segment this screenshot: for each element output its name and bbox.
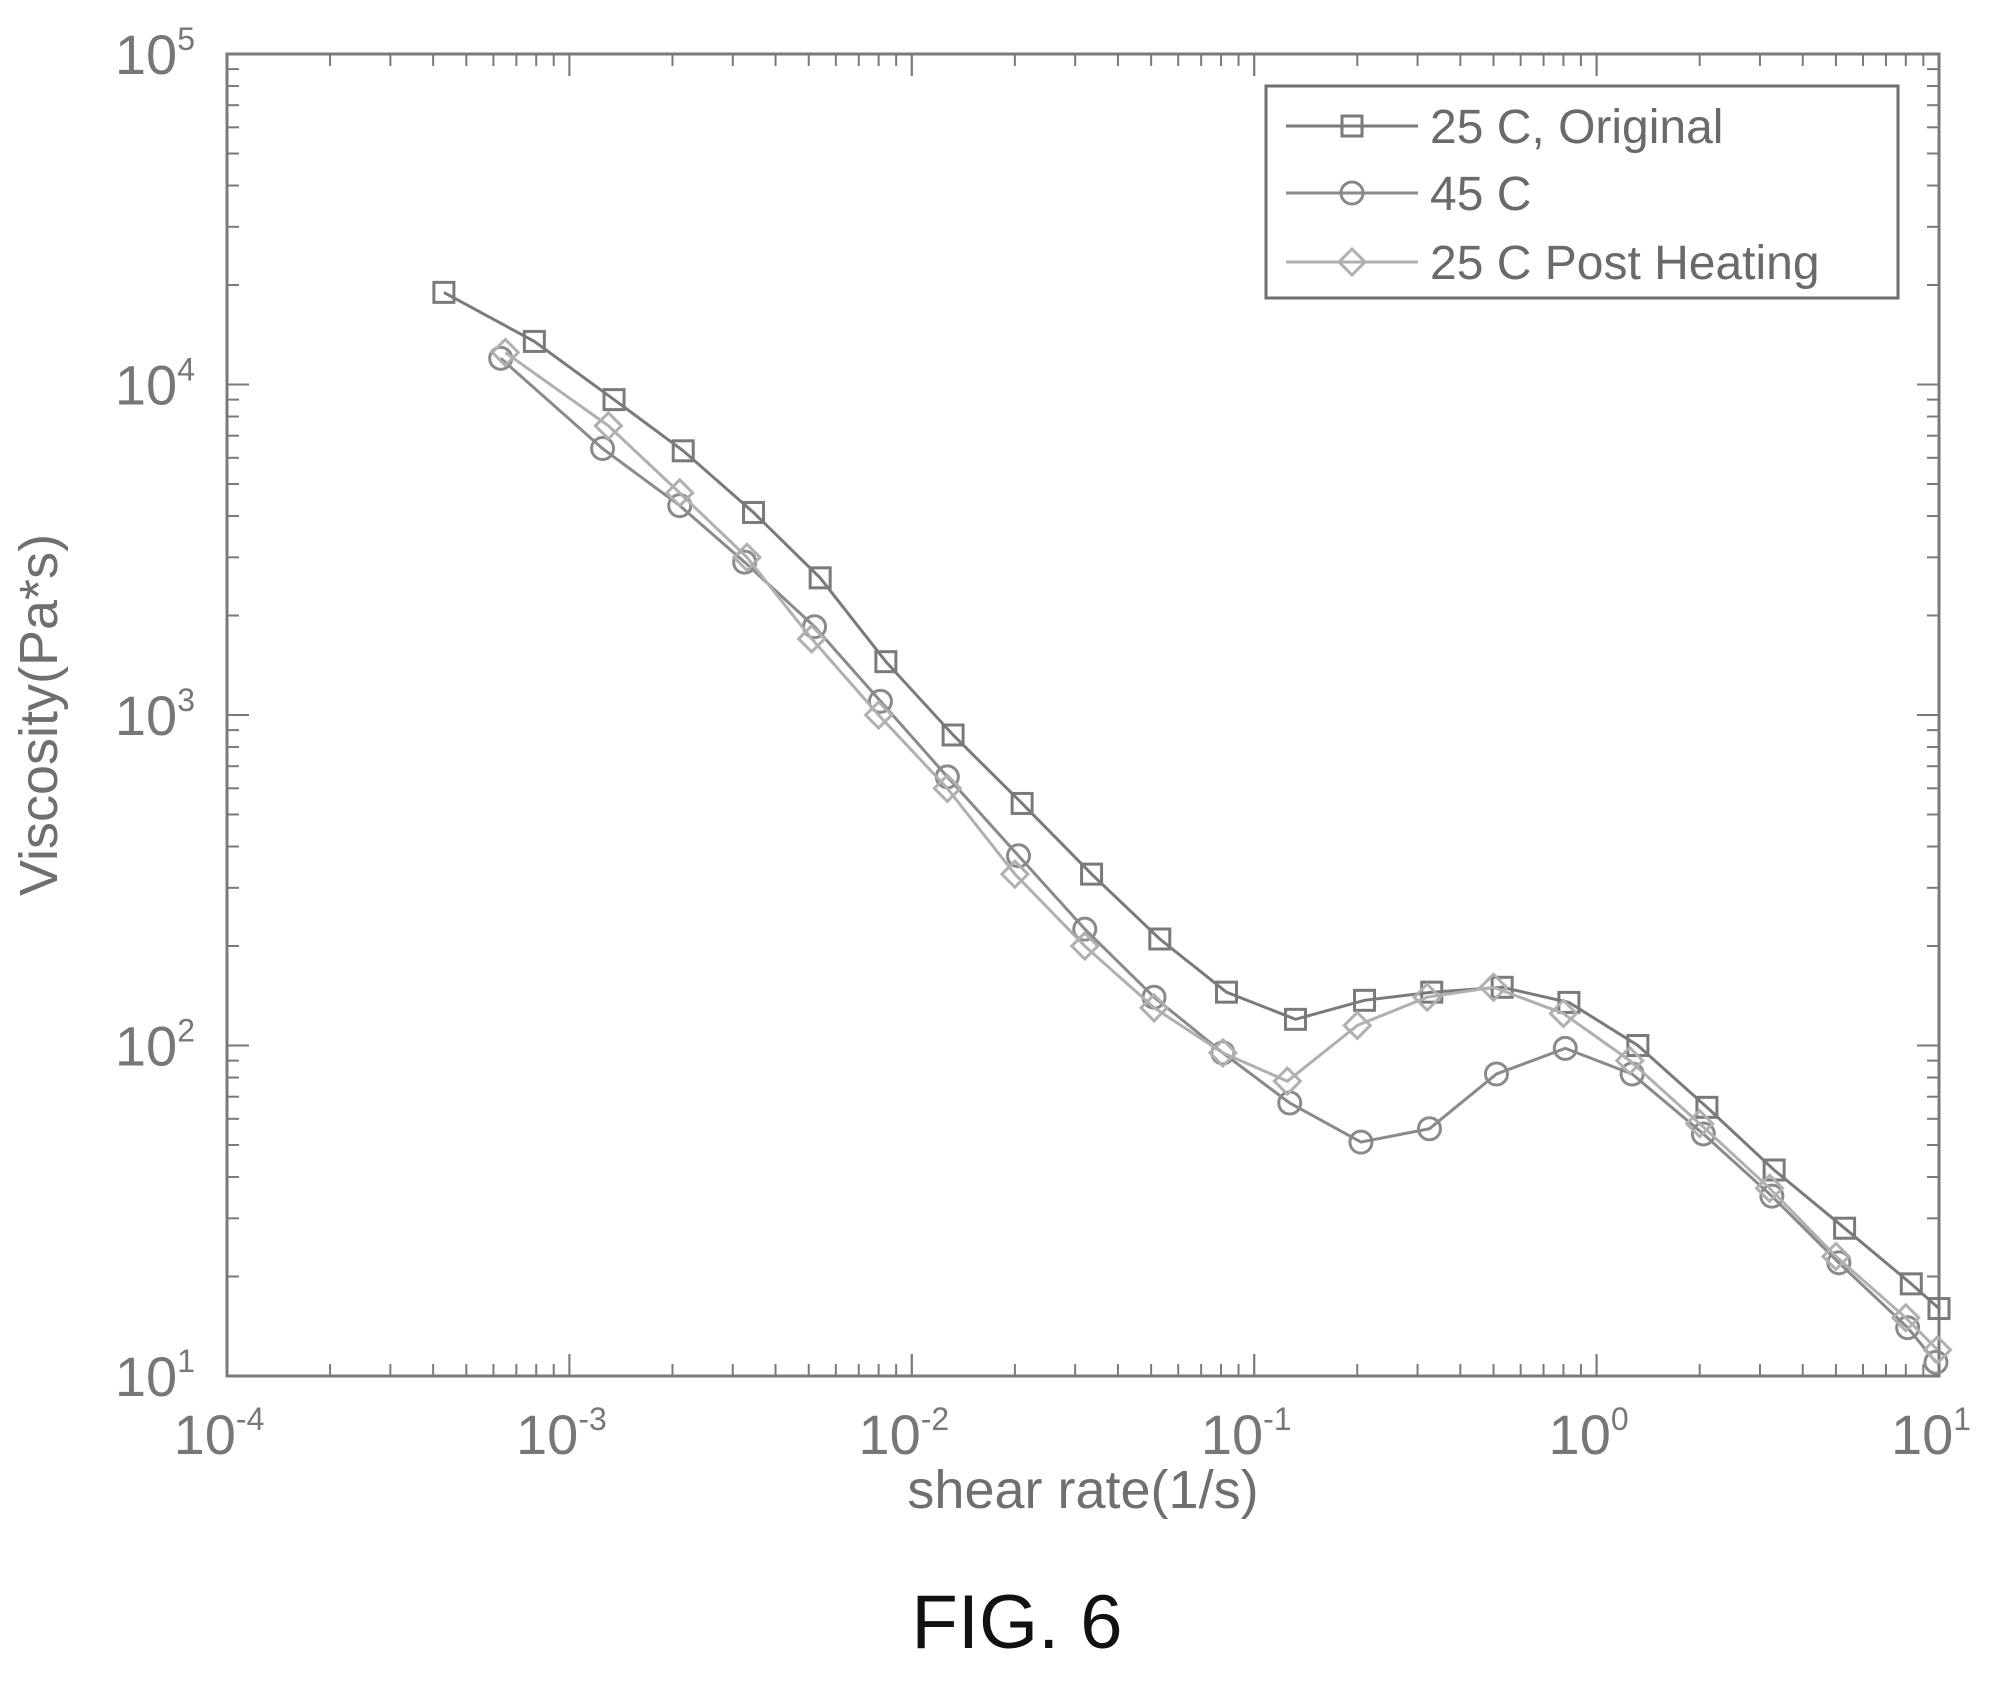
data-point xyxy=(1557,990,1581,1014)
x-tick-label: 100 xyxy=(1549,1401,1629,1466)
x-tick-label: 101 xyxy=(1891,1401,1971,1466)
data-point xyxy=(1353,988,1377,1012)
data-point xyxy=(593,410,624,441)
data-point xyxy=(1927,1297,1951,1321)
data-point xyxy=(1690,1121,1716,1147)
data-point xyxy=(1272,1066,1303,1097)
data-point xyxy=(742,500,766,524)
data-point xyxy=(796,623,827,654)
data-point xyxy=(1614,1045,1645,1076)
data-point xyxy=(999,859,1030,890)
y-axis-label: Viscosity(Pa*s) xyxy=(9,534,69,896)
data-point xyxy=(1069,930,1100,962)
series-layer xyxy=(432,280,1953,1375)
legend-label: 45 C xyxy=(1430,168,1531,221)
x-axis-label: shear rate(1/s) xyxy=(907,1460,1258,1520)
data-point xyxy=(1416,1116,1442,1142)
data-point xyxy=(1483,1061,1509,1087)
data-point xyxy=(1890,1302,1921,1333)
y-tick-label: 102 xyxy=(115,1013,195,1078)
y-tick-label: 105 xyxy=(115,21,195,86)
data-point xyxy=(602,388,626,412)
data-point xyxy=(1148,927,1172,951)
series-1 xyxy=(432,280,1951,1321)
data-point xyxy=(1214,980,1238,1004)
data-point xyxy=(1138,992,1170,1023)
data-point xyxy=(1922,1334,1953,1365)
data-point xyxy=(1684,1108,1715,1139)
data-point xyxy=(1348,1129,1374,1155)
legend-marker xyxy=(1340,114,1364,138)
minor-ticks xyxy=(226,53,1940,1377)
data-point xyxy=(1548,998,1579,1029)
data-point xyxy=(1412,982,1443,1013)
data-point xyxy=(590,436,616,462)
data-point xyxy=(1552,1035,1578,1061)
data-point xyxy=(1754,1173,1785,1204)
data-point xyxy=(522,329,546,353)
data-point xyxy=(1478,972,1509,1003)
x-tick-label: 10-3 xyxy=(516,1401,607,1466)
x-tick-labels: 10-4 10-3 10-2 10-1 100 101 xyxy=(174,1401,1971,1466)
legend: 25 C, Original 45 C 25 C Post Heating xyxy=(1264,84,1900,300)
series-line xyxy=(504,351,1939,1351)
data-point xyxy=(1072,916,1098,942)
y-tick-label: 103 xyxy=(115,682,195,747)
series-line xyxy=(499,357,1938,1364)
data-point xyxy=(808,566,832,590)
data-point xyxy=(1342,1010,1373,1041)
data-point xyxy=(671,439,695,463)
data-point xyxy=(1833,1216,1857,1240)
legend-item: 25 C Post Heating xyxy=(1286,237,1820,290)
data-point xyxy=(731,542,763,573)
data-point xyxy=(874,650,898,674)
data-point xyxy=(490,337,521,368)
figure-caption: FIG. 6 xyxy=(911,1580,1122,1665)
data-point xyxy=(1283,1007,1307,1031)
legend-label: 25 C Post Heating xyxy=(1430,237,1820,290)
data-point xyxy=(1923,1349,1949,1375)
data-point xyxy=(1420,980,1444,1004)
series-line xyxy=(443,291,1940,1310)
legend-marker xyxy=(1336,246,1368,278)
data-point xyxy=(1010,791,1034,815)
data-point xyxy=(1080,862,1104,886)
data-point xyxy=(1207,1037,1238,1068)
data-point xyxy=(432,280,456,304)
data-point xyxy=(863,699,894,731)
y-tick-labels: 101 102 103 104 105 xyxy=(115,21,195,1408)
data-point xyxy=(1820,1241,1852,1272)
data-point xyxy=(932,773,963,804)
y-tick-label: 101 xyxy=(115,1343,195,1408)
data-point xyxy=(664,477,695,508)
series-3 xyxy=(490,337,1953,1365)
data-point xyxy=(1759,1183,1785,1209)
data-point xyxy=(1895,1315,1921,1341)
data-point xyxy=(867,688,893,714)
y-tick-label: 104 xyxy=(115,352,195,417)
legend-item: 45 C xyxy=(1286,168,1531,221)
legend-marker xyxy=(1339,180,1365,206)
x-tick-label: 10-2 xyxy=(858,1401,949,1466)
legend-item: 25 C, Original xyxy=(1286,101,1723,154)
legend-label: 25 C, Original xyxy=(1430,101,1723,154)
data-point xyxy=(941,723,965,747)
x-tick-label: 10-4 xyxy=(174,1401,265,1466)
x-tick-label: 10-1 xyxy=(1201,1401,1292,1466)
data-point xyxy=(1899,1272,1923,1296)
